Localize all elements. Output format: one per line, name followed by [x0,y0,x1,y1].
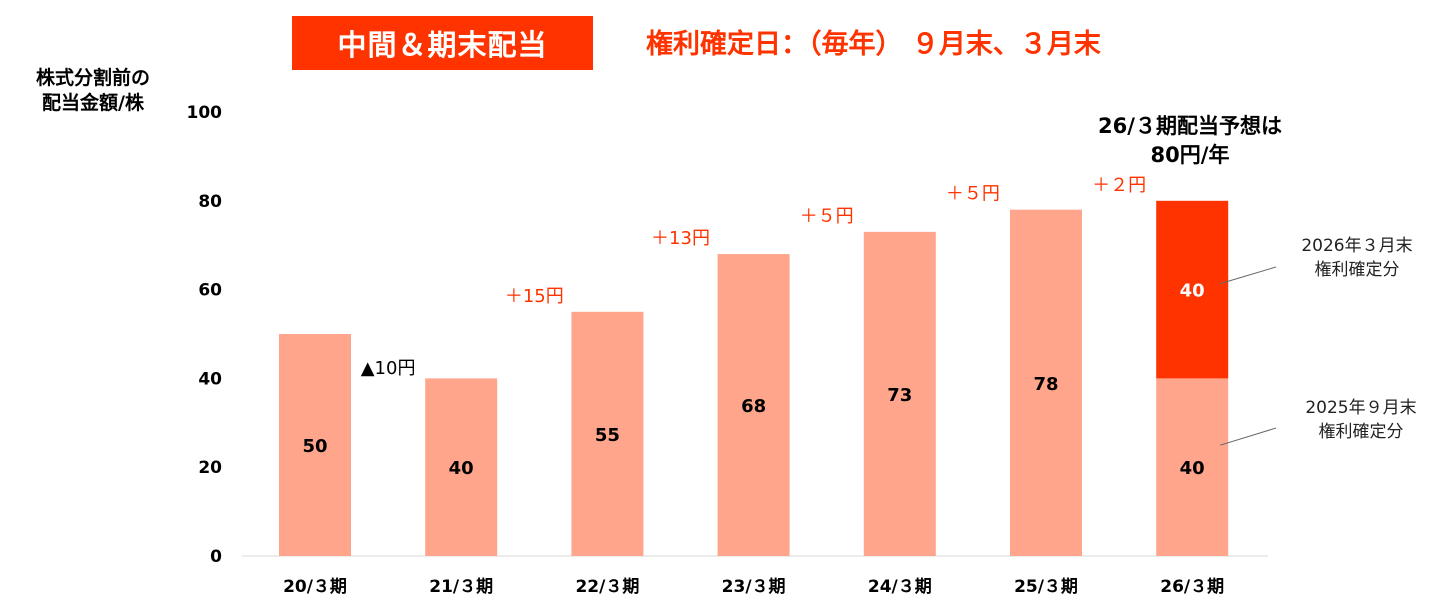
chart-title-box: 中間＆期末配当 [292,16,593,70]
bar-value-label-3: 68 [741,396,766,417]
y-axis-label: 株式分割前の 配当金額/株 [18,66,168,116]
change-label-3: ＋５円 [800,206,854,227]
annotation-leader-top [1220,266,1277,285]
change-label-0: ▲10円 [361,358,416,379]
bar-6-lower [1156,378,1229,556]
bar-6-upper [1156,200,1229,379]
annotation-september-line-1: 2025年９月末 [1305,398,1417,418]
bar-3-lower [717,254,790,556]
bar-value-label-6: 40 [1180,458,1205,479]
change-label-1: ＋15円 [505,286,564,307]
category-label-2: 22/３期 [575,577,639,597]
annotation-leader-bottom [1220,427,1277,446]
change-label-5: ＋２円 [1092,175,1146,196]
category-label-4: 24/３期 [868,577,932,597]
bar-4-lower [863,231,936,556]
bar-value-label-4: 73 [887,385,912,406]
bar-value-label-6-upper: 40 [1180,281,1205,302]
forecast-note-line-2: 80円/年 [1150,143,1230,167]
forecast-note-line-1: 26/３期配当予想は [1098,114,1282,138]
annotation-march-line-2: 権利確定分 [1314,260,1400,280]
category-label-5: 25/３期 [1014,577,1078,597]
category-label-1: 21/３期 [429,577,493,597]
bar-2-lower [571,311,644,556]
y-tick-label-60: 60 [198,281,222,301]
bar-0-lower [279,334,351,556]
y-tick-label-40: 40 [198,369,222,389]
category-label-6: 26/３期 [1160,577,1224,597]
record-date-text: 権利確定日：（毎年） ９月末、３月末 [646,29,1101,60]
chart-title: 中間＆期末配当 [337,28,548,62]
y-tick-label-20: 20 [198,458,222,478]
bar-value-label-1: 40 [449,458,474,479]
y-axis-label-line-2: 配当金額/株 [42,92,144,114]
bar-1-lower [425,378,498,556]
change-label-2: ＋13円 [651,228,710,249]
annotation-march-line-1: 2026年３月末 [1301,236,1413,256]
y-tick-label-100: 100 [187,103,223,123]
change-label-4: ＋５円 [946,184,1000,205]
annotation-september-record: 2025年９月末 権利確定分 [1286,396,1436,444]
category-label-3: 23/３期 [722,577,786,597]
y-tick-label-0: 0 [210,547,222,567]
annotation-september-line-2: 権利確定分 [1318,422,1404,442]
category-label-0: 20/３期 [283,577,347,597]
forecast-note: 26/３期配当予想は 80円/年 [1060,112,1320,170]
y-tick-label-80: 80 [198,192,222,212]
bar-value-label-2: 55 [595,425,620,446]
annotation-march-record: 2026年３月末 権利確定分 [1282,234,1432,282]
bar-5-lower [1010,209,1082,556]
bar-value-label-0: 50 [302,436,327,457]
y-axis-label-line-1: 株式分割前の [35,67,150,89]
bar-value-label-5: 78 [1033,374,1058,395]
